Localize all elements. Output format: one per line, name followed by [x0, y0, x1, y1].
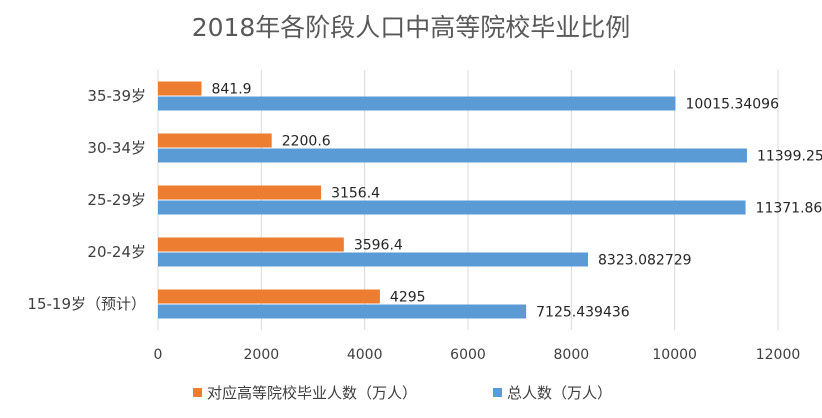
- bar-total: [158, 252, 589, 267]
- x-tick-label: 0: [154, 347, 163, 363]
- data-label-graduates: 3156.4: [331, 186, 380, 202]
- data-label-total: 8323.082729: [598, 253, 692, 269]
- x-tick-label: 2000: [244, 347, 280, 363]
- legend-swatch-total: [493, 388, 502, 397]
- data-labels: 4295 7125.439436 3596.4 8323.082729 3156.4 11…: [211, 82, 822, 321]
- data-label-total: 7125.439436: [536, 305, 630, 321]
- category-label: 25-29岁: [87, 191, 146, 209]
- data-label-total: 11371.86279: [756, 201, 822, 217]
- category-label: 35-39岁: [87, 87, 146, 105]
- bar-total: [158, 148, 747, 163]
- bar-graduates: [158, 185, 322, 200]
- category-label: 15-19岁（预计）: [27, 295, 146, 313]
- gridlines: [157, 70, 779, 330]
- bar-total: [158, 200, 746, 215]
- category-labels: 15-19岁（预计） 20-24岁 25-29岁 30-34岁 35-39岁: [27, 87, 146, 313]
- bar-total: [158, 304, 527, 319]
- data-label-graduates: 841.9: [211, 82, 251, 98]
- data-label-total: 10015.34096: [685, 97, 779, 113]
- bar-graduates: [158, 289, 380, 304]
- x-tick-label: 4000: [347, 347, 383, 363]
- legend-label-graduates: 对应高等院校毕业人数（万人）: [207, 384, 417, 402]
- bar-graduates: [158, 237, 344, 252]
- legend: 对应高等院校毕业人数（万人） 总人数（万人）: [193, 384, 612, 402]
- bar-graduates: [158, 133, 272, 148]
- x-tick-label: 10000: [652, 347, 697, 363]
- bar-graduates: [158, 81, 202, 96]
- category-label: 30-34岁: [87, 139, 146, 157]
- x-tick-label: 12000: [756, 347, 801, 363]
- bar-total: [158, 96, 676, 111]
- data-label-total: 11399.25986: [757, 149, 822, 165]
- x-tick-label: 6000: [450, 347, 486, 363]
- data-label-graduates: 3596.4: [354, 238, 403, 254]
- legend-swatch-graduates: [193, 388, 202, 397]
- bars: [158, 81, 747, 319]
- category-label: 20-24岁: [87, 243, 146, 261]
- legend-label-total: 总人数（万人）: [507, 384, 612, 402]
- chart-title: 2018年各阶段人口中高等院校毕业比例: [192, 13, 631, 42]
- data-label-graduates: 4295: [390, 290, 426, 306]
- x-tick-labels: 0 2000 4000 6000 8000 10000 12000: [154, 347, 801, 363]
- data-label-graduates: 2200.6: [282, 134, 331, 150]
- x-tick-label: 8000: [554, 347, 590, 363]
